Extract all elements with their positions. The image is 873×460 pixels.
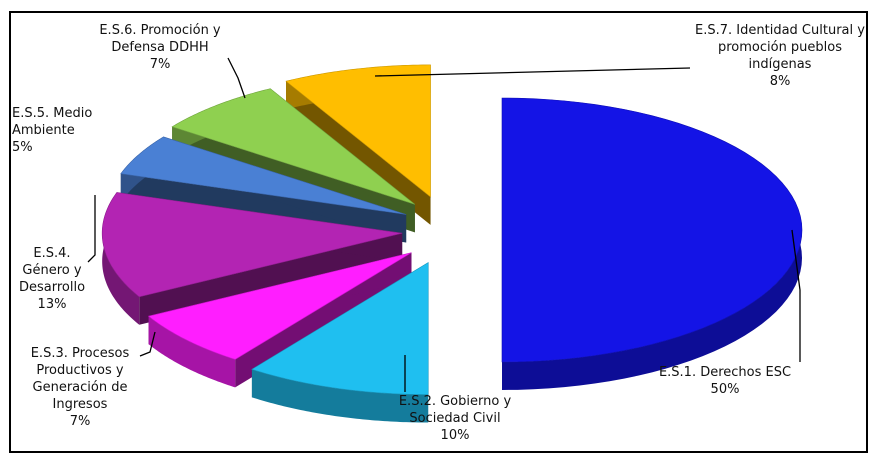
value-label: 7% [149, 57, 171, 72]
value-label: 5% [12, 140, 33, 155]
value-label: 7% [69, 414, 91, 429]
leader-line [791, 229, 801, 362]
category-label: E.S.7. Identidad Cultural y promoción pu… [695, 23, 865, 72]
category-label: E.S.3. Procesos Productivos y Generación… [30, 346, 130, 412]
slice-label: E.S.5. Medio Ambiente 5% [12, 105, 122, 156]
slice [251, 261, 429, 395]
leader-line [87, 195, 96, 263]
slice-wall [251, 369, 429, 423]
category-label: E.S.5. Medio Ambiente [12, 106, 93, 138]
slice [171, 88, 416, 205]
category-label: E.S.4. Género y Desarrollo [18, 246, 86, 295]
slice [285, 64, 431, 198]
slice-label: E.S.3. Procesos Productivos y Generación… [10, 345, 150, 430]
value-label: 50% [710, 382, 740, 397]
leader-line [227, 57, 246, 99]
value-label: 8% [769, 74, 791, 89]
slice [147, 252, 412, 360]
slice-side [139, 233, 403, 325]
leader-lines [87, 57, 801, 392]
pie [101, 64, 803, 423]
slice-wall [148, 316, 236, 388]
slice [120, 136, 407, 215]
slice-label: E.S.1. Derechos ESC 50% [650, 364, 800, 398]
category-label: E.S.2. Gobierno y Sociedad Civil [398, 394, 512, 426]
leader-line [139, 331, 156, 357]
slice-label: E.S.6. Promoción y Defensa DDHH 7% [75, 22, 245, 73]
value-label: 13% [37, 297, 67, 312]
value-label: 10% [440, 428, 470, 443]
slice-label: E.S.2. Gobierno y Sociedad Civil 10% [375, 393, 535, 444]
slice [501, 97, 803, 363]
slice-label: E.S.4. Género y Desarrollo 13% [12, 245, 92, 313]
leader-line [374, 67, 691, 77]
slice-label: E.S.7. Identidad Cultural y promoción pu… [690, 22, 870, 90]
category-label: E.S.6. Promoción y Defensa DDHH [99, 23, 221, 55]
category-label: E.S.1. Derechos ESC [658, 365, 792, 380]
slice [101, 192, 403, 298]
